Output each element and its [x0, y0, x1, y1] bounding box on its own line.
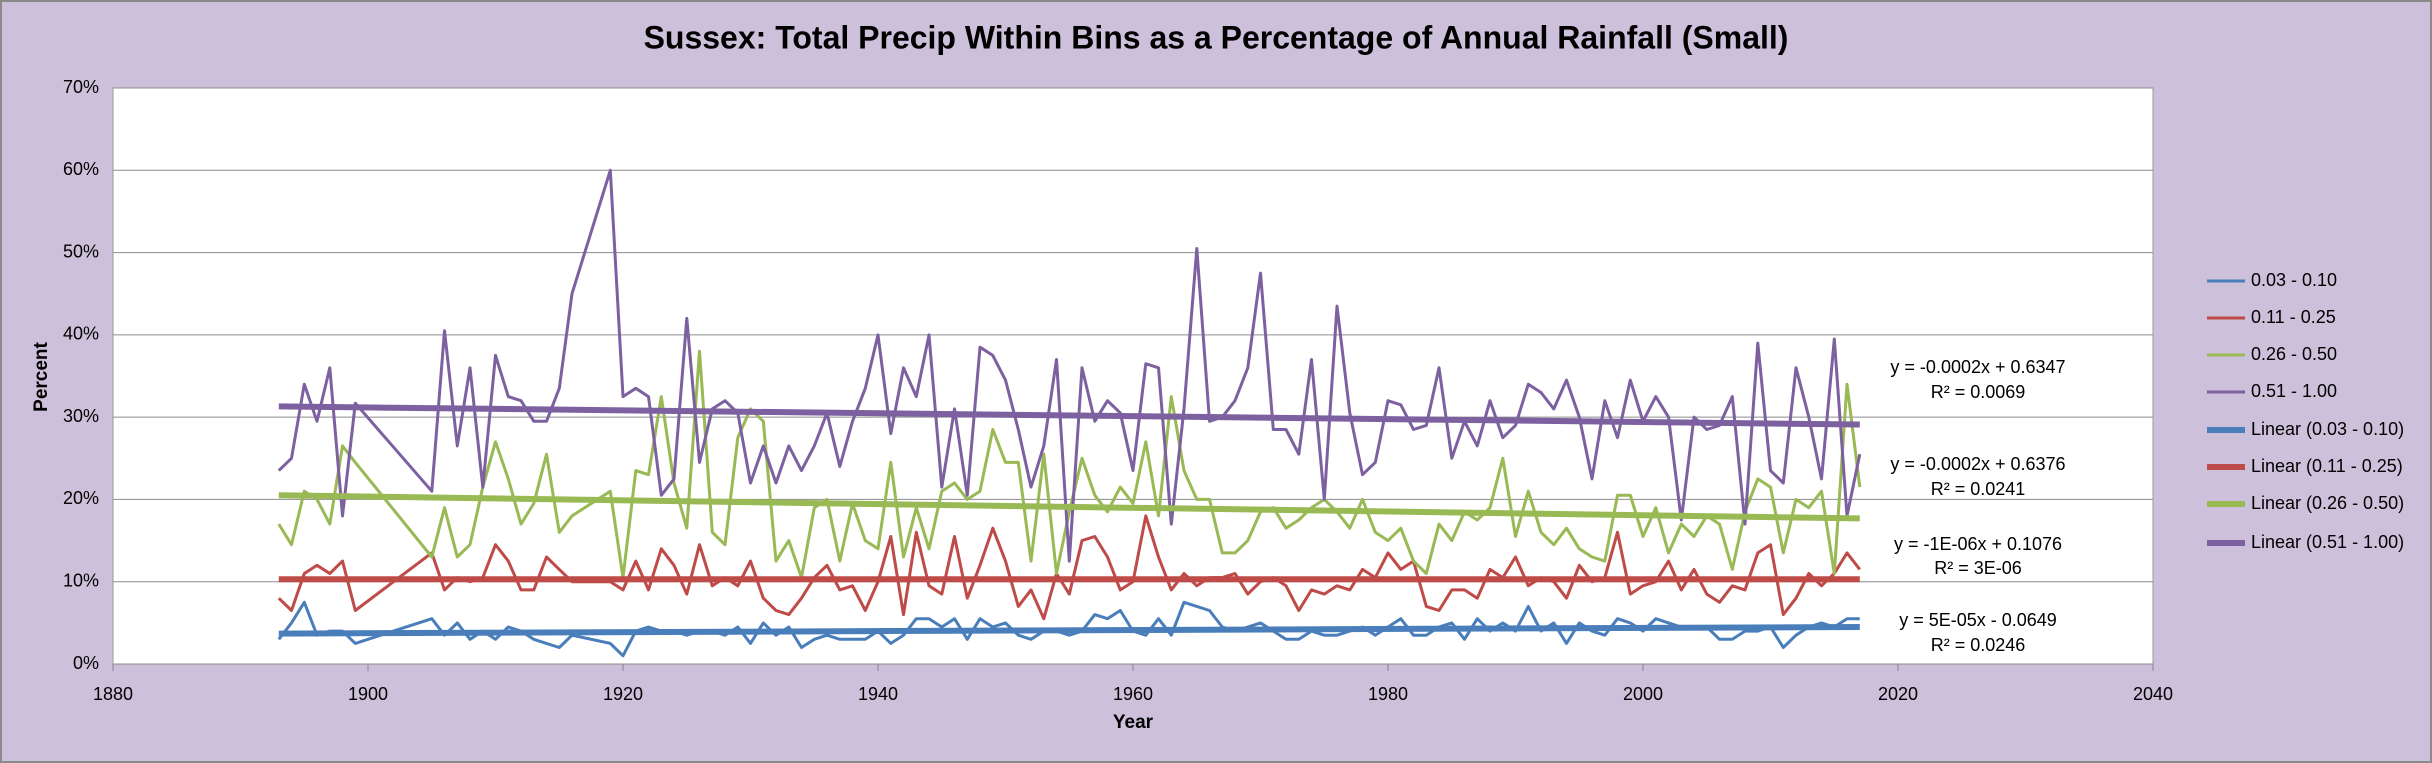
- series-line: [277, 514, 1861, 621]
- trend-equation: R² = 0.0241: [1931, 479, 2026, 499]
- y-tick-label: 0%: [73, 653, 99, 673]
- series-line: [277, 349, 1862, 580]
- x-tick-label: 1920: [603, 684, 643, 704]
- legend-label: 0.51 - 1.00: [2251, 381, 2337, 401]
- legend-label: 0.11 - 0.25: [2251, 307, 2336, 327]
- x-tick-label: 1880: [93, 684, 133, 704]
- x-tick-label: 2000: [1623, 684, 1663, 704]
- legend-label: Linear (0.11 - 0.25): [2251, 456, 2403, 476]
- legend-label: Linear (0.26 - 0.50): [2251, 493, 2404, 513]
- y-axis-label: Percent: [31, 341, 52, 411]
- trend-line: [278, 624, 1860, 637]
- legend-label: 0.03 - 0.10: [2251, 270, 2337, 290]
- x-tick-label: 1980: [1368, 684, 1408, 704]
- chart-title: Sussex: Total Precip Within Bins as a Pe…: [644, 19, 1789, 55]
- y-tick-label: 30%: [63, 406, 99, 426]
- trend-equation: y = -0.0002x + 0.6376: [1890, 454, 2065, 474]
- legend-label: Linear (0.51 - 1.00): [2251, 532, 2404, 552]
- y-tick-label: 10%: [63, 570, 99, 590]
- x-tick-label: 2040: [2133, 684, 2173, 704]
- trend-equation: y = 5E-05x - 0.0649: [1899, 610, 2057, 630]
- trend-equation: y = -1E-06x + 0.1076: [1894, 534, 2062, 554]
- x-tick-label: 1900: [348, 684, 388, 704]
- legend-label: 0.26 - 0.50: [2251, 344, 2337, 364]
- y-tick-label: 70%: [63, 77, 99, 97]
- y-tick-label: 50%: [63, 241, 99, 261]
- trend-line: [278, 492, 1860, 522]
- x-axis-label: Year: [1113, 712, 1154, 733]
- trend-equation: R² = 0.0069: [1931, 382, 2026, 402]
- y-tick-label: 60%: [63, 159, 99, 179]
- legend-label: Linear (0.03 - 0.10): [2251, 419, 2404, 439]
- trend-equation: R² = 3E-06: [1934, 558, 2022, 578]
- x-tick-label: 2020: [1878, 684, 1918, 704]
- x-tick-label: 1960: [1113, 684, 1153, 704]
- y-tick-label: 20%: [63, 488, 99, 508]
- y-tick-label: 40%: [63, 324, 99, 344]
- x-tick-label: 1940: [858, 684, 898, 704]
- trend-equation: R² = 0.0246: [1931, 635, 2026, 655]
- trend-equation: y = -0.0002x + 0.6347: [1890, 357, 2065, 377]
- trend-line: [278, 403, 1860, 428]
- plot-area: [112, 87, 2154, 665]
